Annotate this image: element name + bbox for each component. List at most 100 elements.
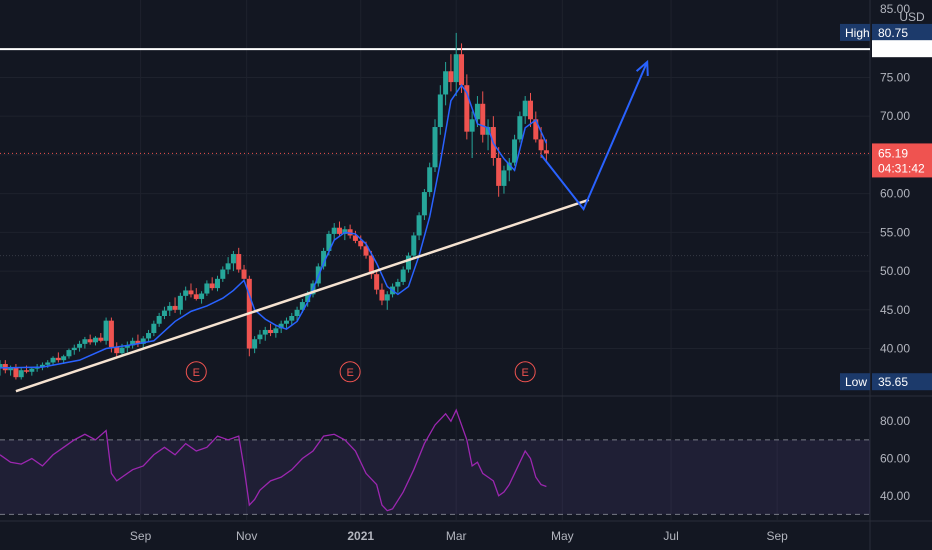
- earnings-marker[interactable]: [185, 361, 207, 383]
- candle-body: [119, 347, 125, 354]
- candle-body: [374, 274, 380, 290]
- candle-body: [506, 162, 512, 171]
- candle-body: [464, 85, 470, 132]
- candle-body: [230, 254, 236, 264]
- candle-body: [448, 71, 454, 83]
- price-axis-tick: 60.00: [880, 187, 910, 201]
- rsi-line: [0, 408, 547, 512]
- candle-body: [443, 71, 449, 95]
- price-axis-tick: 55.00: [880, 225, 910, 239]
- candle-body: [13, 367, 19, 378]
- earnings-marker[interactable]: [339, 361, 361, 383]
- candle-body: [151, 323, 157, 334]
- candle-body: [533, 119, 539, 140]
- earnings-marker-label: E: [193, 367, 200, 379]
- low-label: Low: [845, 375, 867, 389]
- high-label-tag: [840, 23, 870, 41]
- candle-body: [305, 294, 311, 303]
- candle-body: [352, 235, 358, 241]
- resistance-value-tag: [872, 40, 932, 58]
- candle-body: [459, 54, 465, 86]
- candle-body: [103, 320, 109, 341]
- candle-body: [199, 293, 205, 299]
- candle-body: [453, 54, 459, 83]
- candle-body: [321, 250, 327, 267]
- candle-body: [527, 100, 533, 120]
- candle-body: [45, 362, 51, 365]
- price-axis-tick: 70.00: [880, 109, 910, 123]
- candle-body: [124, 345, 130, 348]
- candle-body: [416, 215, 422, 236]
- resistance-value: 78.65: [878, 42, 908, 56]
- candle-body: [384, 294, 390, 301]
- candle-body: [204, 283, 210, 294]
- candle-body: [61, 356, 67, 361]
- support-trendline[interactable]: [15, 198, 590, 393]
- candle-body: [538, 139, 544, 151]
- candle-body: [71, 347, 77, 351]
- candle-body: [331, 227, 337, 234]
- candle-body: [77, 343, 83, 348]
- time-axis-label: Sep: [130, 529, 152, 543]
- low-label-tag: [840, 373, 870, 391]
- candle-body: [130, 340, 136, 346]
- candle-body: [517, 116, 523, 140]
- candle-body: [188, 290, 194, 295]
- candle-body: [66, 350, 72, 357]
- high-label: High: [845, 26, 870, 40]
- candle-body: [98, 337, 104, 341]
- time-axis-label: Nov: [236, 529, 257, 543]
- candle-body: [0, 364, 3, 368]
- candle-body: [543, 150, 549, 154]
- moving-average-line: [0, 83, 548, 369]
- candle-body: [140, 338, 146, 344]
- last-price-tag: [872, 143, 932, 178]
- candle-body: [358, 240, 364, 247]
- time-axis-label: 2021: [347, 529, 374, 543]
- candle-body: [24, 370, 30, 372]
- bar-countdown: 04:31:42: [878, 161, 925, 175]
- price-axis-tick: 85.00: [880, 2, 910, 16]
- time-axis-label: Jul: [663, 529, 678, 543]
- price-axis-tick: 75.00: [880, 70, 910, 84]
- candle-body: [146, 333, 152, 339]
- candle-body: [432, 127, 438, 168]
- candle-body: [193, 294, 199, 299]
- candle-body: [395, 281, 401, 287]
- candle-body: [411, 235, 417, 256]
- candle-body: [161, 310, 167, 316]
- candle-body: [522, 100, 528, 117]
- earnings-marker[interactable]: [514, 361, 536, 383]
- candle-body: [405, 255, 411, 270]
- time-axis-label: May: [551, 529, 574, 543]
- candle-body: [496, 158, 502, 186]
- projection-arrowhead: [635, 59, 649, 76]
- candle-body: [347, 229, 353, 236]
- low-value: 35.65: [878, 375, 908, 389]
- candle-body: [50, 357, 56, 363]
- candle-body: [29, 368, 35, 372]
- candle-body: [8, 367, 14, 371]
- candle-body: [220, 269, 226, 279]
- candle-body: [501, 170, 507, 186]
- candle-body: [135, 340, 141, 344]
- candle-body: [469, 119, 475, 132]
- candle-body: [167, 305, 173, 311]
- candle-body: [236, 254, 242, 270]
- rsi-axis-tick: 60.00: [880, 452, 910, 466]
- high-value: 80.75: [878, 26, 908, 40]
- time-axis-label: Sep: [766, 529, 788, 543]
- candle-body: [283, 320, 289, 324]
- candle-body: [177, 295, 183, 310]
- candle-body: [55, 357, 61, 361]
- time-axis-label: Mar: [446, 529, 467, 543]
- rsi-band-fill: [0, 439, 870, 515]
- last-price-value: 65.19: [878, 146, 908, 160]
- earnings-marker-label: E: [346, 367, 353, 379]
- candle-body: [421, 192, 427, 216]
- candle-body: [400, 269, 406, 282]
- projection-path[interactable]: [540, 61, 649, 212]
- candle-body: [337, 227, 343, 234]
- candle-body: [183, 290, 189, 296]
